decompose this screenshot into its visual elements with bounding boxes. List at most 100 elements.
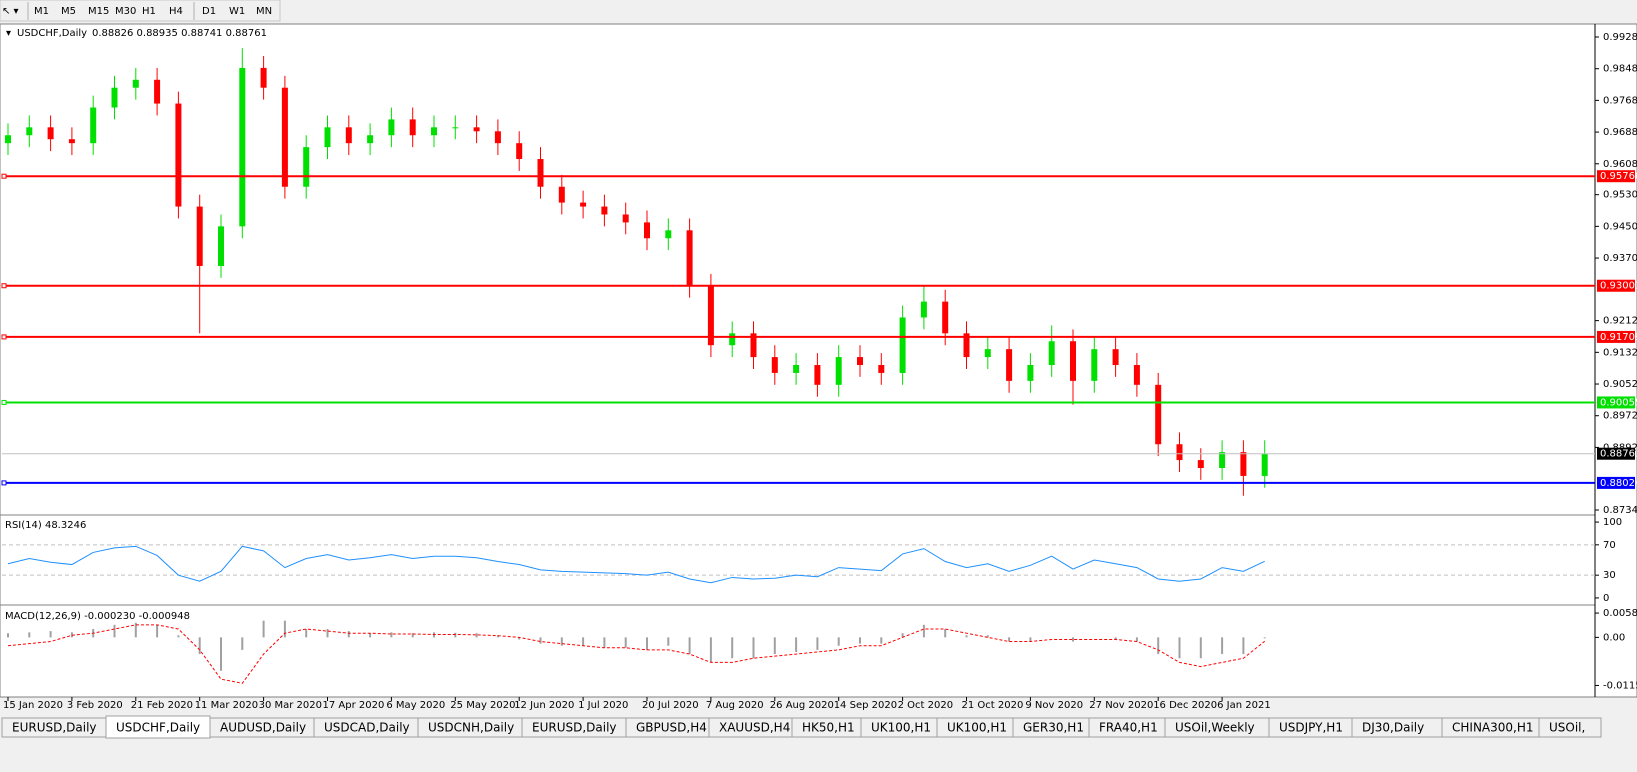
chart-tab[interactable]: USDCAD,Daily [313,717,419,738]
chart-tab[interactable]: USDCNH,Daily [417,717,523,738]
chart-tab[interactable]: GBPUSD,H4 [625,717,710,738]
chart-window [0,23,1637,698]
chart-tab[interactable]: AUDUSD,Daily [209,717,315,738]
level-label-box [1597,170,1635,183]
y-tick-label: -0.011514 [1603,680,1637,691]
level-label-box [1597,396,1635,409]
tab-label: XAUUSD,H4 [719,721,790,735]
candle-body [175,103,182,207]
candle-body [857,357,863,366]
tab-label: USDJPY,H1 [1279,721,1343,735]
tab-label: USDCHF,Daily [116,721,200,735]
chart-tab[interactable]: EURUSD,Daily [1,717,107,738]
x-tick-label: 16 Dec 2020 [1153,700,1217,711]
candle-body [1070,341,1076,381]
tab-label: UK100,H1 [871,721,931,735]
chart-tab[interactable]: DJ30,Daily [1351,717,1443,738]
timeframe-button[interactable]: M1 [34,6,49,17]
timeframe-button[interactable]: W1 [229,6,245,17]
candle-body [644,222,650,239]
chart-title: USDCHF,Daily [17,28,87,39]
candle-body [793,365,800,373]
timeframe-button[interactable]: MN [256,6,272,17]
chart-tab[interactable]: USOil,Weekly [1164,717,1270,738]
x-tick-label: 6 Jan 2021 [1217,700,1271,711]
x-tick-label: 15 Jan 2020 [3,700,63,711]
candle-body [1006,349,1013,381]
chart-tab[interactable]: XAUUSD,H4 [708,717,793,738]
candle-body [558,186,565,203]
timeframe-button[interactable]: M15 [88,6,109,17]
level-label-box [1597,279,1635,292]
x-tick-label: 17 Apr 2020 [323,700,385,711]
candle-body [218,226,224,266]
chart-tab[interactable]: FRA40,H1 [1088,717,1166,738]
toolbar-icon[interactable]: ↖ ▾ [2,6,19,17]
y-tick-label: 0.005818 [1603,608,1637,619]
y-tick-label: 0 [1603,593,1609,604]
candle-body [750,333,757,358]
tab-label: DJ30,Daily [1362,721,1424,735]
timeframe-button[interactable]: D1 [202,6,216,17]
level-handle [1,283,7,289]
candle-body [26,127,33,136]
candle-body [771,357,778,373]
chart-tab[interactable]: CHINA300,H1 [1441,717,1540,738]
tab-label: HK50,H1 [802,721,855,735]
candle-body [1112,349,1119,366]
candle-body [622,214,629,223]
level-label: 0.88024 [1600,478,1637,489]
candle-body [1240,452,1247,476]
candle-body [1261,453,1268,476]
tab-label: USOil,Weekly [1175,721,1255,735]
candle-body [345,127,352,144]
level-label-box [1597,476,1635,489]
chart-title-arrow: ▾ [6,28,11,39]
level-handle [1,480,7,486]
tab-label: AUDUSD,Daily [220,721,306,735]
chart-tab[interactable]: USDJPY,H1 [1268,717,1353,738]
chart-tab[interactable]: EURUSD,Daily [521,717,627,738]
timeframe-button[interactable]: M30 [115,6,136,17]
candle-body [814,365,821,385]
candle-body [47,127,54,140]
y-tick-label: 30 [1603,570,1616,581]
chart-tab[interactable]: UK100,H1 [860,717,938,738]
chart-tab[interactable]: GER30,H1 [1012,717,1090,738]
level-handle [1,173,7,179]
x-tick-label: 12 Jun 2020 [514,700,574,711]
timeframe-button[interactable]: M5 [61,6,76,17]
chart-tab[interactable]: USOil, [1538,717,1602,738]
timeframe-button[interactable]: H1 [142,6,156,17]
candle-body [963,333,970,358]
x-tick-label: 21 Feb 2020 [131,700,193,711]
chart-tab[interactable]: UK100,H1 [936,717,1014,738]
rsi-line [7,545,1265,584]
signal-line [7,624,1266,684]
tab-label: USDCAD,Daily [324,721,410,735]
candle-body [878,365,885,373]
chart-tab[interactable]: HK50,H1 [791,717,862,738]
candle-body [665,230,672,239]
tab-label: GBPUSD,H4 [636,721,707,735]
x-tick-label: 3 Feb 2020 [67,700,123,711]
x-tick-label: 30 Mar 2020 [259,700,322,711]
chart-tab[interactable]: USDCHF,Daily [105,715,211,739]
candle-body [154,79,161,104]
x-tick-label: 26 Aug 2020 [770,700,834,711]
level-label-box [1597,330,1635,343]
candle-body [920,301,927,318]
candle-body [196,206,203,266]
timeframe-button[interactable]: H4 [169,6,183,17]
candle-body [1176,444,1183,461]
level-label: 0.90055 [1600,397,1637,408]
